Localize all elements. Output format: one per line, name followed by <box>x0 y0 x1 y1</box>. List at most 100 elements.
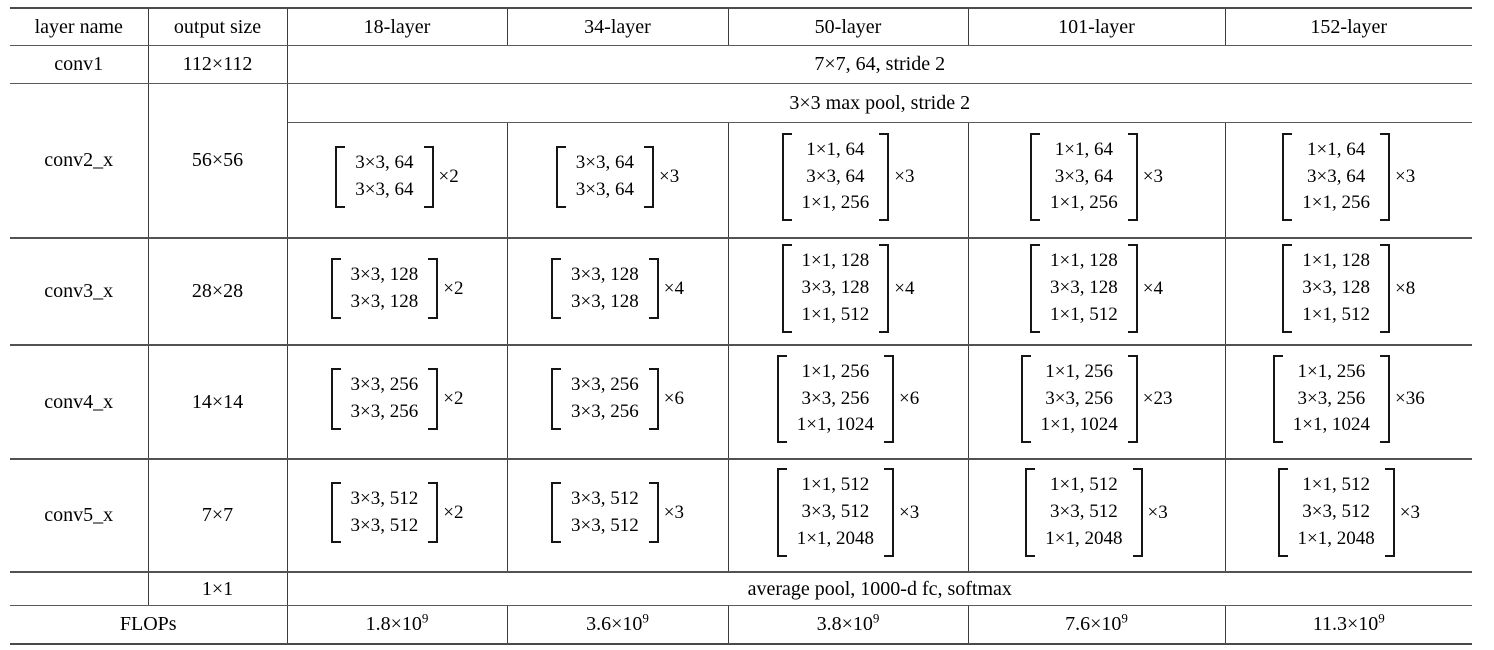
block-line: 3×3, 64 <box>355 152 414 174</box>
block-line: 1×1, 512 <box>1050 303 1118 325</box>
right-bracket-icon <box>1127 354 1138 444</box>
avgpool-spec-cell: average pool, 1000-d fc, softmax <box>287 572 1472 606</box>
block-line: 1×1, 256 <box>1050 192 1118 214</box>
left-bracket-icon <box>330 481 341 544</box>
arch-cell-conv5-152: 1×1, 512 3×3, 512 1×1, 2048 ×3 <box>1225 459 1472 573</box>
block-line: 3×3, 256 <box>350 374 419 396</box>
block-line: 3×3, 512 <box>571 514 639 536</box>
block-multiplier: ×3 <box>659 166 680 187</box>
conv-block: 1×1, 512 3×3, 512 1×1, 2048 ×3 <box>776 468 919 557</box>
conv-block: 1×1, 512 3×3, 512 1×1, 2048 ×3 <box>1025 468 1168 557</box>
block-line: 3×3, 256 <box>801 387 870 409</box>
block-multiplier: ×8 <box>1395 277 1416 299</box>
col-header-layer-name: layer name <box>10 8 149 46</box>
output-size-conv1: 112×112 <box>148 45 288 84</box>
exponent: 9 <box>421 610 429 626</box>
block-line: 3×3, 128 <box>571 290 639 312</box>
layer-name-conv1: conv1 <box>10 45 149 84</box>
left-bracket-icon <box>1025 468 1036 557</box>
block-line: 3×3, 512 <box>1302 501 1370 523</box>
block-line: 1×1, 256 <box>801 360 870 382</box>
block-multiplier: ×6 <box>899 388 920 409</box>
right-bracket-icon <box>648 257 659 320</box>
layer-name-conv3: conv3_x <box>10 238 149 346</box>
block-line: 1×1, 128 <box>1050 250 1118 272</box>
block-line: 3×3, 256 <box>571 401 639 422</box>
block-line: 3×3, 256 <box>350 401 419 422</box>
block-line: 1×1, 512 <box>1050 474 1118 496</box>
block-multiplier: ×4 <box>894 277 915 299</box>
block-multiplier: ×2 <box>438 166 459 187</box>
conv-block: 3×3, 512 3×3, 512 ×2 <box>330 481 464 544</box>
block-line: 3×3, 256 <box>571 374 639 396</box>
block-line: 1×1, 512 <box>1302 303 1370 325</box>
left-bracket-icon <box>335 146 346 208</box>
block-multiplier: ×2 <box>443 501 464 523</box>
arch-cell-conv5-50: 1×1, 512 3×3, 512 1×1, 2048 ×3 <box>728 459 969 573</box>
block-line: 3×3, 128 <box>1050 277 1118 299</box>
maxpool-spec-cell: 3×3 max pool, stride 2 <box>287 83 1472 123</box>
conv-block: 1×1, 256 3×3, 256 1×1, 1024 ×23 <box>1020 354 1173 444</box>
left-bracket-icon <box>551 481 562 544</box>
block-multiplier: ×3 <box>663 501 684 523</box>
flops-label: FLOPs <box>10 605 288 645</box>
conv-block: 1×1, 256 3×3, 256 1×1, 1024 ×6 <box>776 354 920 444</box>
block-line: 1×1, 256 <box>1045 360 1113 382</box>
block-multiplier: ×3 <box>1395 166 1416 187</box>
block-line: 1×1, 64 <box>806 138 865 160</box>
output-size-avgpool: 1×1 <box>148 572 288 606</box>
table-row-conv1: conv1 112×112 7×7, 64, stride 2 <box>10 45 1472 84</box>
table-row-conv5: conv5_x 7×7 3×3, 512 3×3, 512 ×2 3×3, 51… <box>10 459 1472 573</box>
block-line: 1×1, 128 <box>1302 250 1370 272</box>
right-bracket-icon <box>1380 354 1390 444</box>
arch-cell-conv5-101: 1×1, 512 3×3, 512 1×1, 2048 ×3 <box>968 459 1226 573</box>
block-line: 3×3, 512 <box>801 501 870 523</box>
arch-cell-conv5-18: 3×3, 512 3×3, 512 ×2 <box>287 459 508 573</box>
block-line: 3×3, 256 <box>1045 387 1113 409</box>
block-line: 3×3, 128 <box>350 263 419 285</box>
block-line: 1×1, 512 <box>801 303 870 325</box>
right-bracket-icon <box>428 481 439 544</box>
table-row-conv3: conv3_x 28×28 3×3, 128 3×3, 128 ×2 3×3, … <box>10 238 1472 346</box>
arch-cell-conv4-50: 1×1, 256 3×3, 256 1×1, 1024 ×6 <box>728 345 969 460</box>
right-bracket-icon <box>428 257 439 320</box>
output-size-conv3: 28×28 <box>148 238 288 346</box>
conv-block: 1×1, 512 3×3, 512 1×1, 2048 ×3 <box>1277 468 1420 557</box>
conv-block: 3×3, 128 3×3, 128 ×4 <box>551 257 684 320</box>
block-line: 3×3, 512 <box>1050 501 1118 523</box>
arch-cell-conv3-50: 1×1, 128 3×3, 128 1×1, 512 ×4 <box>728 238 969 346</box>
flops-value-50: 3.8×109 <box>728 605 969 645</box>
block-line: 1×1, 128 <box>801 250 870 272</box>
block-multiplier: ×23 <box>1142 388 1173 409</box>
left-bracket-icon <box>551 368 562 430</box>
layer-name-conv5: conv5_x <box>10 459 149 573</box>
conv-block: 1×1, 128 3×3, 128 1×1, 512 ×4 <box>781 244 915 333</box>
right-bracket-icon <box>428 368 439 430</box>
conv-block: 1×1, 128 3×3, 128 1×1, 512 ×4 <box>1030 244 1163 333</box>
right-bracket-icon <box>879 244 890 333</box>
arch-cell-conv2-34: 3×3, 64 3×3, 64 ×3 <box>507 122 729 239</box>
conv-block: 3×3, 128 3×3, 128 ×2 <box>330 257 463 320</box>
block-line: 3×3, 64 <box>806 165 865 187</box>
conv-block: 3×3, 256 3×3, 256 ×2 <box>330 368 463 430</box>
exponent: 9 <box>1378 610 1385 626</box>
block-line: 3×3, 128 <box>571 263 639 285</box>
left-bracket-icon <box>330 257 341 320</box>
block-multiplier: ×4 <box>1142 277 1163 299</box>
block-multiplier: ×6 <box>663 388 684 409</box>
arch-cell-conv3-152: 1×1, 128 3×3, 128 1×1, 512 ×8 <box>1225 238 1472 346</box>
right-bracket-icon <box>884 354 894 444</box>
right-bracket-icon <box>1132 468 1143 557</box>
conv1-spec-cell: 7×7, 64, stride 2 <box>287 45 1472 84</box>
block-multiplier: ×4 <box>663 277 684 299</box>
left-bracket-icon <box>555 146 566 208</box>
block-line: 1×1, 1024 <box>796 414 874 436</box>
arch-cell-conv3-18: 3×3, 128 3×3, 128 ×2 <box>287 238 508 346</box>
right-bracket-icon <box>1380 132 1390 222</box>
conv-block: 1×1, 256 3×3, 256 1×1, 1024 ×36 <box>1272 354 1425 444</box>
flops-value-101: 7.6×109 <box>968 605 1226 645</box>
block-line: 3×3, 512 <box>571 487 639 509</box>
right-bracket-icon <box>648 368 659 430</box>
left-bracket-icon <box>776 354 787 444</box>
conv-block: 3×3, 512 3×3, 512 ×3 <box>551 481 684 544</box>
